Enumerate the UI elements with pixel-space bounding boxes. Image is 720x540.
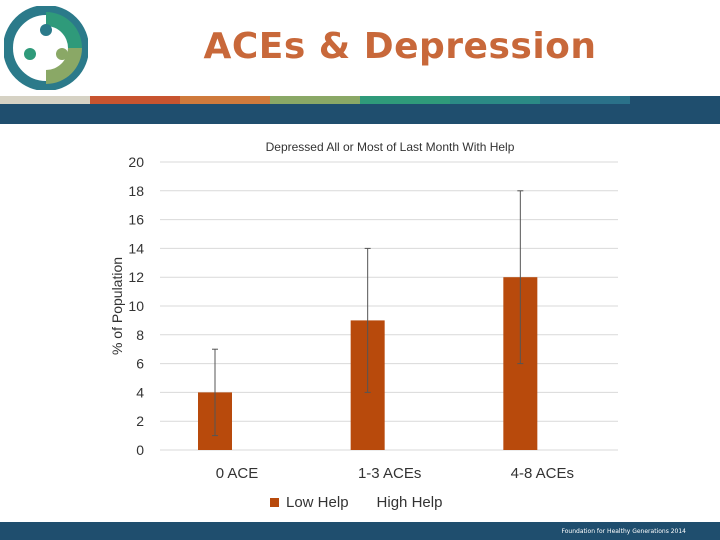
header-band bbox=[0, 104, 720, 124]
x-tick-label: 1-3 ACEs bbox=[358, 465, 421, 482]
y-tick-label: 10 bbox=[128, 298, 144, 314]
logo-figure-1 bbox=[40, 24, 52, 36]
chart-legend: Low Help High Help bbox=[270, 494, 442, 511]
logo-figure-3 bbox=[24, 48, 36, 60]
y-tick-label: 18 bbox=[128, 183, 144, 199]
stripe-segment bbox=[90, 96, 180, 104]
legend-label-high-help: High Help bbox=[376, 494, 443, 511]
y-tick-label: 2 bbox=[136, 413, 144, 429]
stripe-segment bbox=[0, 96, 90, 104]
slide-title: ACEs & Depression bbox=[203, 26, 597, 67]
y-axis-label: % of Population bbox=[109, 257, 125, 355]
y-tick-label: 0 bbox=[136, 442, 144, 458]
chart-title: Depressed All or Most of Last Month With… bbox=[266, 140, 515, 154]
logo-ring bbox=[4, 6, 88, 90]
legend-swatch-low-help bbox=[270, 498, 279, 507]
stripe-segment bbox=[270, 96, 360, 104]
stripe-segment bbox=[540, 96, 630, 104]
legend-item-low-help: Low Help bbox=[270, 494, 349, 511]
y-tick-label: 12 bbox=[128, 269, 144, 285]
y-tick-label: 20 bbox=[128, 154, 144, 170]
footer-credit: Foundation for Healthy Generations 2014 bbox=[561, 528, 687, 535]
stripe-segment bbox=[630, 96, 720, 104]
y-tick-label: 6 bbox=[136, 356, 144, 372]
y-tick-label: 16 bbox=[128, 212, 144, 228]
y-tick-label: 14 bbox=[128, 240, 144, 256]
x-tick-label: 4-8 ACEs bbox=[511, 465, 574, 482]
y-tick-label: 4 bbox=[136, 384, 144, 400]
stripe-segment bbox=[360, 96, 450, 104]
color-stripe bbox=[0, 96, 720, 104]
x-tick-label: 0 ACE bbox=[216, 465, 259, 482]
logo-figure-2 bbox=[56, 48, 68, 60]
logo-segment-green bbox=[46, 12, 82, 48]
stripe-segment bbox=[450, 96, 540, 104]
legend-item-high-help: High Help bbox=[377, 494, 443, 511]
logo-center bbox=[24, 26, 68, 70]
stripe-segment bbox=[180, 96, 270, 104]
logo-icon bbox=[4, 6, 88, 90]
y-tick-label: 8 bbox=[136, 327, 144, 343]
footer-band bbox=[0, 522, 720, 540]
legend-label-low-help: Low Help bbox=[286, 494, 349, 511]
logo-segment-lightgreen bbox=[46, 48, 82, 84]
